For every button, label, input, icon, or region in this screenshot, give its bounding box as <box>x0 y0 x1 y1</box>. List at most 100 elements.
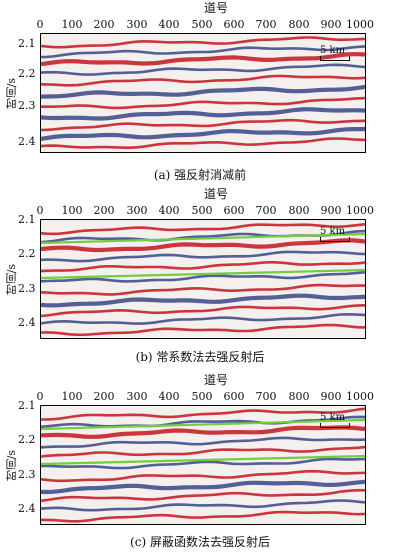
positive-reflection <box>41 74 365 87</box>
y-tick: 2.2 <box>18 433 36 446</box>
horizon-line <box>41 418 365 431</box>
horizon-line <box>41 268 365 280</box>
positive-reflection <box>41 510 365 523</box>
negative-reflection <box>41 499 365 512</box>
y-tick: 2.1 <box>18 399 36 412</box>
positive-reflection <box>41 323 365 337</box>
x-tick: 700 <box>255 18 277 31</box>
x-tick: 300 <box>126 204 148 217</box>
x-tick: 0 <box>36 204 44 217</box>
figure-caption: (a) 强反射消减前 <box>153 168 247 182</box>
x-tick: 0 <box>36 18 44 31</box>
positive-reflection <box>41 425 365 439</box>
positive-reflection <box>41 469 365 483</box>
y-tick: 2.3 <box>18 282 36 295</box>
scale-bar: 5 km <box>320 226 350 242</box>
y-tick: 2.1 <box>18 37 36 50</box>
seismic-section <box>40 219 366 339</box>
x-tick: 800 <box>288 204 310 217</box>
figure-caption: (b) 常系数法去强反射后 <box>135 350 265 364</box>
x-tick: 600 <box>223 390 245 403</box>
scale-bar-line <box>320 56 350 61</box>
x-tick: 400 <box>158 18 180 31</box>
positive-reflection <box>41 222 365 236</box>
positive-reflection <box>41 261 365 273</box>
x-tick: 200 <box>93 204 115 217</box>
positive-reflection <box>41 283 365 296</box>
negative-reflection <box>41 126 365 141</box>
positive-reflection <box>41 52 365 67</box>
scale-bar-label: 5 km <box>320 45 346 56</box>
x-tick: 100 <box>61 18 83 31</box>
negative-reflection <box>41 436 365 449</box>
positive-reflection <box>41 137 365 149</box>
x-tick: 1000 <box>346 18 374 31</box>
scale-bar: 5 km <box>320 45 350 61</box>
positive-reflection <box>41 445 365 458</box>
positive-reflection <box>41 36 365 49</box>
y-tick: 2.4 <box>18 316 36 329</box>
positive-reflection <box>41 304 365 318</box>
x-axis-title: 道号 <box>204 1 229 15</box>
x-tick: 1000 <box>346 390 374 403</box>
scale-bar-label: 5 km <box>320 412 346 423</box>
x-tick: 200 <box>93 390 115 403</box>
negative-reflection <box>41 293 365 308</box>
positive-reflection <box>41 238 365 253</box>
x-tick: 1000 <box>346 204 374 217</box>
panel-c: 道号 时间/s 0 100 200 300 400 500 600 700 80… <box>0 372 400 552</box>
x-tick: 700 <box>255 390 277 403</box>
scale-bar-line <box>320 423 350 428</box>
x-tick: 0 <box>36 390 44 403</box>
seismic-image <box>41 220 365 338</box>
positive-reflection <box>41 488 365 503</box>
x-tick: 500 <box>191 204 213 217</box>
x-tick: 500 <box>191 18 213 31</box>
x-tick: 700 <box>255 204 277 217</box>
negative-reflection <box>41 270 365 283</box>
negative-reflection <box>41 107 365 121</box>
y-tick: 2.4 <box>18 502 36 515</box>
x-tick: 800 <box>288 18 310 31</box>
x-tick: 900 <box>320 390 342 403</box>
x-tick: 900 <box>320 204 342 217</box>
x-tick: 100 <box>61 390 83 403</box>
x-tick: 100 <box>61 204 83 217</box>
y-tick: 2.3 <box>18 468 36 481</box>
y-tick: 2.3 <box>18 99 36 112</box>
scale-bar: 5 km <box>320 412 350 428</box>
negative-reflection <box>41 479 365 495</box>
x-tick: 500 <box>191 390 213 403</box>
x-axis-title: 道号 <box>204 187 229 201</box>
panel-a: 道号 时间/s 0 100 200 300 400 500 600 700 80… <box>0 0 400 182</box>
x-tick: 400 <box>158 204 180 217</box>
y-tick: 2.1 <box>18 213 36 226</box>
scale-bar-line <box>320 237 350 242</box>
y-tick: 2.4 <box>18 135 36 148</box>
scale-bar-label: 5 km <box>320 226 346 237</box>
seismic-image <box>41 34 365 152</box>
x-tick: 300 <box>126 390 148 403</box>
negative-reflection <box>41 63 365 76</box>
x-axis-title: 道号 <box>204 373 229 387</box>
horizon-line <box>41 454 365 466</box>
negative-reflection <box>41 312 365 325</box>
x-tick: 600 <box>223 18 245 31</box>
negative-reflection <box>41 45 365 59</box>
negative-reflection <box>41 250 365 263</box>
positive-reflection <box>41 407 365 421</box>
positive-reflection <box>41 118 365 132</box>
positive-reflection <box>41 96 365 110</box>
x-tick: 200 <box>93 18 115 31</box>
seismic-image <box>41 406 365 524</box>
x-tick: 400 <box>158 390 180 403</box>
seismic-section <box>40 405 366 525</box>
x-tick: 800 <box>288 390 310 403</box>
seismic-section <box>40 33 366 153</box>
negative-reflection <box>41 84 365 99</box>
y-tick: 2.2 <box>18 67 36 80</box>
x-tick: 300 <box>126 18 148 31</box>
x-tick: 600 <box>223 204 245 217</box>
negative-reflection <box>41 457 365 470</box>
x-tick: 900 <box>320 18 342 31</box>
